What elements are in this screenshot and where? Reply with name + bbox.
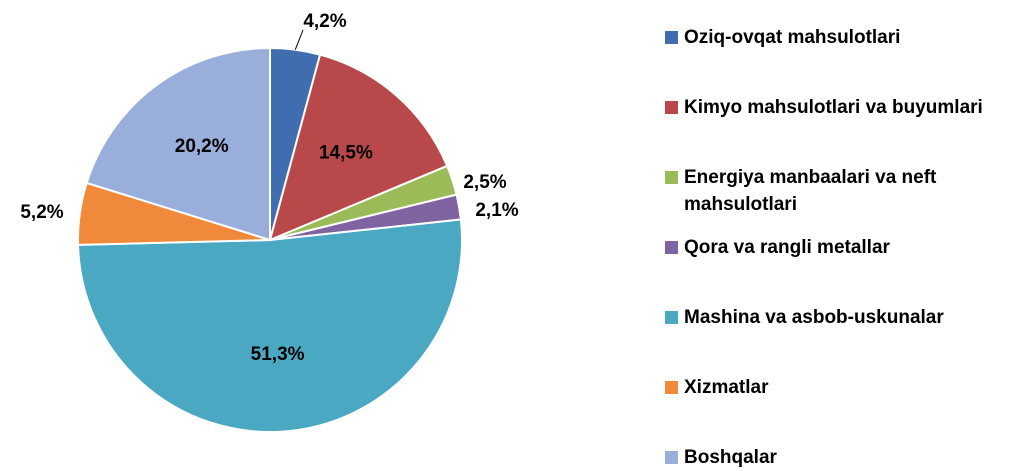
- legend-swatch: [665, 171, 678, 184]
- legend-item: Boshqalar: [665, 444, 1010, 471]
- data-label: 2,5%: [463, 172, 506, 193]
- data-label: 2,1%: [475, 200, 518, 221]
- legend-swatch: [665, 311, 678, 324]
- data-label: 20,2%: [175, 136, 229, 157]
- legend-label: Xizmatlar: [684, 377, 769, 398]
- pie-slice: [85, 46, 271, 242]
- legend-swatch: [665, 241, 678, 254]
- legend-item: Oziq-ovqat mahsulotlari: [665, 24, 1010, 51]
- data-label: 4,2%: [303, 11, 346, 32]
- pie-slice: [268, 53, 449, 242]
- legend-item: Mashina va asbob-uskunalar: [665, 304, 1010, 331]
- legend-label: Mashina va asbob-uskunalar: [684, 307, 944, 328]
- pie-slice: [77, 218, 463, 433]
- legend-label: Kimyo mahsulotlari va buyumlari: [684, 97, 983, 118]
- data-label: 14,5%: [319, 142, 373, 163]
- pie-chart: 4,2% 14,5% 2,5% 2,1% 51,3% 5,2% 20,2%: [20, 11, 519, 433]
- legend-label: Qora va rangli metallar: [684, 237, 890, 258]
- leader-line: [294, 29, 304, 50]
- data-label: 51,3%: [251, 344, 305, 365]
- legend-label: Oziq-ovqat mahsulotlari: [684, 27, 901, 48]
- legend-item: Energiya manbaalari va neft mahsulotlari: [665, 164, 1010, 218]
- legend-swatch: [665, 31, 678, 44]
- legend-swatch: [665, 101, 678, 114]
- legend-swatch: [665, 451, 678, 464]
- legend-label: Boshqalar: [684, 447, 777, 468]
- page: {"chart_data": {"type": "pie", "categori…: [20, 11, 1010, 468]
- legend-label: Energiya manbaalari va neft mahsulotlari: [684, 167, 937, 215]
- legend-item: Qora va rangli metallar: [665, 234, 1010, 261]
- legend-swatch: [665, 381, 678, 394]
- legend-item: Xizmatlar: [665, 374, 1010, 401]
- legend-item: Kimyo mahsulotlari va buyumlari: [665, 94, 1010, 121]
- data-label: 5,2%: [20, 202, 63, 223]
